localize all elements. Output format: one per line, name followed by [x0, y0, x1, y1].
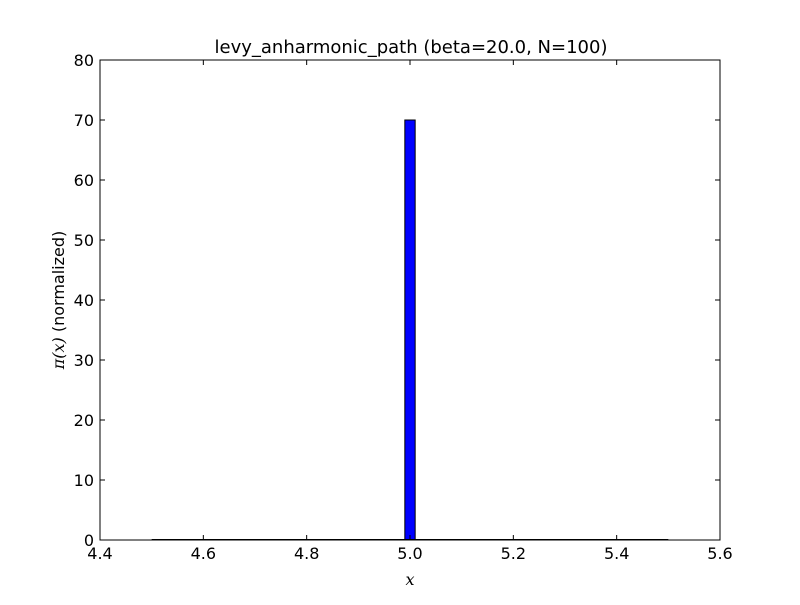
x-tick-label: 4.6 [191, 544, 216, 563]
y-tick-label: 30 [74, 351, 94, 370]
y-axis-label: π(x) (normalized) [49, 231, 68, 371]
y-tick-label: 0 [84, 531, 94, 550]
x-tick-label: 4.4 [87, 544, 112, 563]
x-tick-label: 4.8 [294, 544, 319, 563]
x-axis-label: x [405, 570, 414, 589]
x-tick-label: 5.6 [707, 544, 732, 563]
chart-title: levy_anharmonic_path (beta=20.0, N=100) [215, 37, 608, 58]
bars-group [404, 119, 416, 541]
y-tick-label: 80 [74, 51, 94, 70]
x-tick-label: 5.2 [501, 544, 526, 563]
y-tick-label: 60 [74, 171, 94, 190]
x-axis-ticks: 4.4 4.6 4.8 5.0 5.2 5.4 5.6 [87, 60, 733, 563]
x-tick-label: 5.4 [604, 544, 629, 563]
y-tick-label: 20 [74, 411, 94, 430]
x-tick-label: 5.0 [397, 544, 422, 563]
y-axis-label-math: π(x) [49, 337, 68, 370]
y-tick-label: 10 [74, 471, 94, 490]
y-axis-label-text: (normalized) [49, 231, 68, 337]
y-tick-label: 40 [74, 291, 94, 310]
y-tick-label: 70 [74, 111, 94, 130]
y-axis-ticks: 0 10 20 30 40 50 60 70 80 [74, 51, 720, 550]
y-tick-label: 50 [74, 231, 94, 250]
histogram-bar-0 [404, 119, 416, 541]
